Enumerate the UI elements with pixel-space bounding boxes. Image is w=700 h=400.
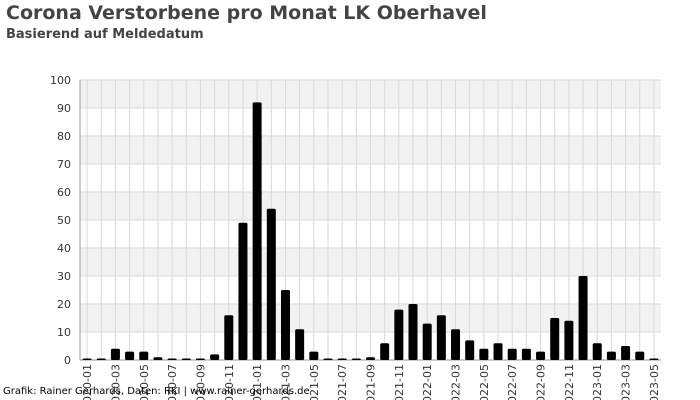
y-tick-label: 50 [57, 214, 71, 227]
x-tick-label: 2022-11 [563, 364, 576, 400]
bar [195, 358, 205, 360]
bar [479, 348, 489, 360]
bar [181, 358, 191, 360]
bar [280, 290, 290, 360]
bar [351, 358, 361, 360]
y-tick-label: 30 [57, 270, 71, 283]
x-tick-label: 2022-03 [450, 364, 463, 400]
bar [521, 348, 531, 360]
y-tick-label: 70 [57, 158, 71, 171]
x-tick-label: 2021-07 [336, 364, 349, 400]
y-tick-label: 80 [57, 130, 71, 143]
bar [408, 304, 418, 360]
bar [380, 343, 390, 360]
chart-subtitle: Basierend auf Meldedatum [6, 27, 204, 42]
bar [422, 323, 432, 360]
source-credit: Grafik: Rainer Gerhards, Daten: RKI | ww… [3, 386, 310, 397]
chart-title: Corona Verstorbene pro Monat LK Oberhave… [6, 2, 487, 24]
y-tick-label: 20 [57, 298, 71, 311]
x-tick-label: 2020-01 [81, 364, 94, 400]
bar [451, 329, 461, 360]
y-tick-label: 90 [57, 102, 71, 115]
x-tick-label: 2023-05 [648, 364, 661, 400]
x-tick-label: 2020-07 [166, 364, 179, 400]
y-tick-label: 40 [57, 242, 71, 255]
y-tick-label: 60 [57, 186, 71, 199]
bar [536, 351, 546, 360]
bar [309, 351, 319, 360]
x-tick-label: 2023-01 [591, 364, 604, 400]
x-tick-label: 2021-09 [365, 364, 378, 400]
bar [153, 357, 163, 360]
y-tick-label: 0 [64, 354, 71, 367]
x-tick-label: 2021-01 [251, 364, 264, 400]
bar [323, 358, 333, 360]
x-tick-label: 2021-03 [279, 364, 292, 400]
bar [493, 343, 503, 360]
x-tick-label: 2023-03 [620, 364, 633, 400]
x-tick-label: 2020-09 [194, 364, 207, 400]
bar [224, 315, 234, 360]
x-tick-label: 2022-09 [535, 364, 548, 400]
bar [252, 102, 262, 361]
bar [238, 222, 248, 360]
bar [550, 318, 560, 360]
x-tick-label: 2021-05 [308, 364, 321, 400]
y-tick-label: 10 [57, 326, 71, 339]
x-tick-label: 2022-05 [478, 364, 491, 400]
x-tick-label: 2022-07 [506, 364, 519, 400]
bar [507, 348, 517, 360]
bar [266, 208, 276, 360]
bar [621, 346, 631, 360]
x-tick-label: 2020-03 [109, 364, 122, 400]
bar [394, 309, 404, 360]
x-tick-label: 2022-01 [421, 364, 434, 400]
bar [167, 358, 177, 360]
bar [96, 358, 106, 360]
bar [210, 354, 220, 360]
x-tick-label: 2020-11 [223, 364, 236, 400]
x-tick-label: 2021-11 [393, 364, 406, 400]
bar [592, 343, 602, 360]
bar [436, 315, 446, 360]
bar [564, 320, 574, 360]
bar [125, 351, 135, 360]
bar [635, 351, 645, 360]
bar [465, 340, 475, 360]
x-tick-label: 2020-05 [138, 364, 151, 400]
bar [110, 348, 120, 360]
bar [606, 351, 616, 360]
y-tick-label: 100 [50, 74, 71, 87]
bar [295, 329, 305, 360]
bar [337, 358, 347, 360]
bar [649, 358, 659, 360]
bar [578, 276, 588, 360]
bar [82, 358, 92, 360]
bar [139, 351, 149, 360]
bar [366, 357, 375, 360]
